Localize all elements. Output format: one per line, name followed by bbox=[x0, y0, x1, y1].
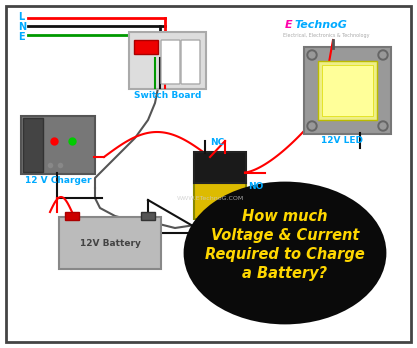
Text: Voltage & Current: Voltage & Current bbox=[211, 228, 359, 243]
Circle shape bbox=[307, 121, 317, 131]
FancyBboxPatch shape bbox=[161, 40, 180, 84]
Text: 12V LED: 12V LED bbox=[322, 136, 364, 145]
Circle shape bbox=[378, 121, 388, 131]
Text: Required to Charge: Required to Charge bbox=[205, 247, 365, 262]
Text: WWW.ETechnoG.COM: WWW.ETechnoG.COM bbox=[176, 196, 244, 201]
Text: L: L bbox=[18, 12, 24, 22]
Text: 12V Battery: 12V Battery bbox=[80, 238, 141, 247]
Circle shape bbox=[378, 50, 388, 60]
Text: E: E bbox=[18, 32, 25, 42]
FancyBboxPatch shape bbox=[322, 65, 373, 116]
FancyBboxPatch shape bbox=[134, 40, 158, 54]
Text: N: N bbox=[18, 22, 26, 32]
Text: NC: NC bbox=[210, 138, 224, 147]
FancyBboxPatch shape bbox=[6, 6, 411, 342]
FancyBboxPatch shape bbox=[21, 116, 95, 174]
Circle shape bbox=[309, 52, 315, 58]
Text: a Battery?: a Battery? bbox=[242, 266, 328, 281]
Text: NO: NO bbox=[248, 182, 264, 191]
FancyBboxPatch shape bbox=[65, 212, 79, 220]
FancyBboxPatch shape bbox=[141, 212, 155, 220]
Text: E: E bbox=[285, 20, 293, 30]
FancyBboxPatch shape bbox=[181, 40, 200, 84]
FancyBboxPatch shape bbox=[23, 118, 43, 172]
Circle shape bbox=[380, 123, 386, 129]
Ellipse shape bbox=[185, 183, 385, 323]
FancyBboxPatch shape bbox=[318, 61, 377, 120]
FancyBboxPatch shape bbox=[304, 47, 391, 134]
Text: Electrical, Electronics & Technology: Electrical, Electronics & Technology bbox=[283, 33, 369, 38]
Text: How much: How much bbox=[242, 209, 328, 224]
Circle shape bbox=[380, 52, 386, 58]
FancyBboxPatch shape bbox=[129, 32, 206, 89]
Text: Switch Board: Switch Board bbox=[134, 91, 201, 100]
Circle shape bbox=[307, 50, 317, 60]
Circle shape bbox=[309, 123, 315, 129]
FancyBboxPatch shape bbox=[194, 152, 246, 183]
Text: TechnoG: TechnoG bbox=[294, 20, 347, 30]
FancyBboxPatch shape bbox=[194, 181, 246, 219]
FancyBboxPatch shape bbox=[59, 217, 161, 269]
Text: 12 V Charger: 12 V Charger bbox=[25, 176, 91, 185]
